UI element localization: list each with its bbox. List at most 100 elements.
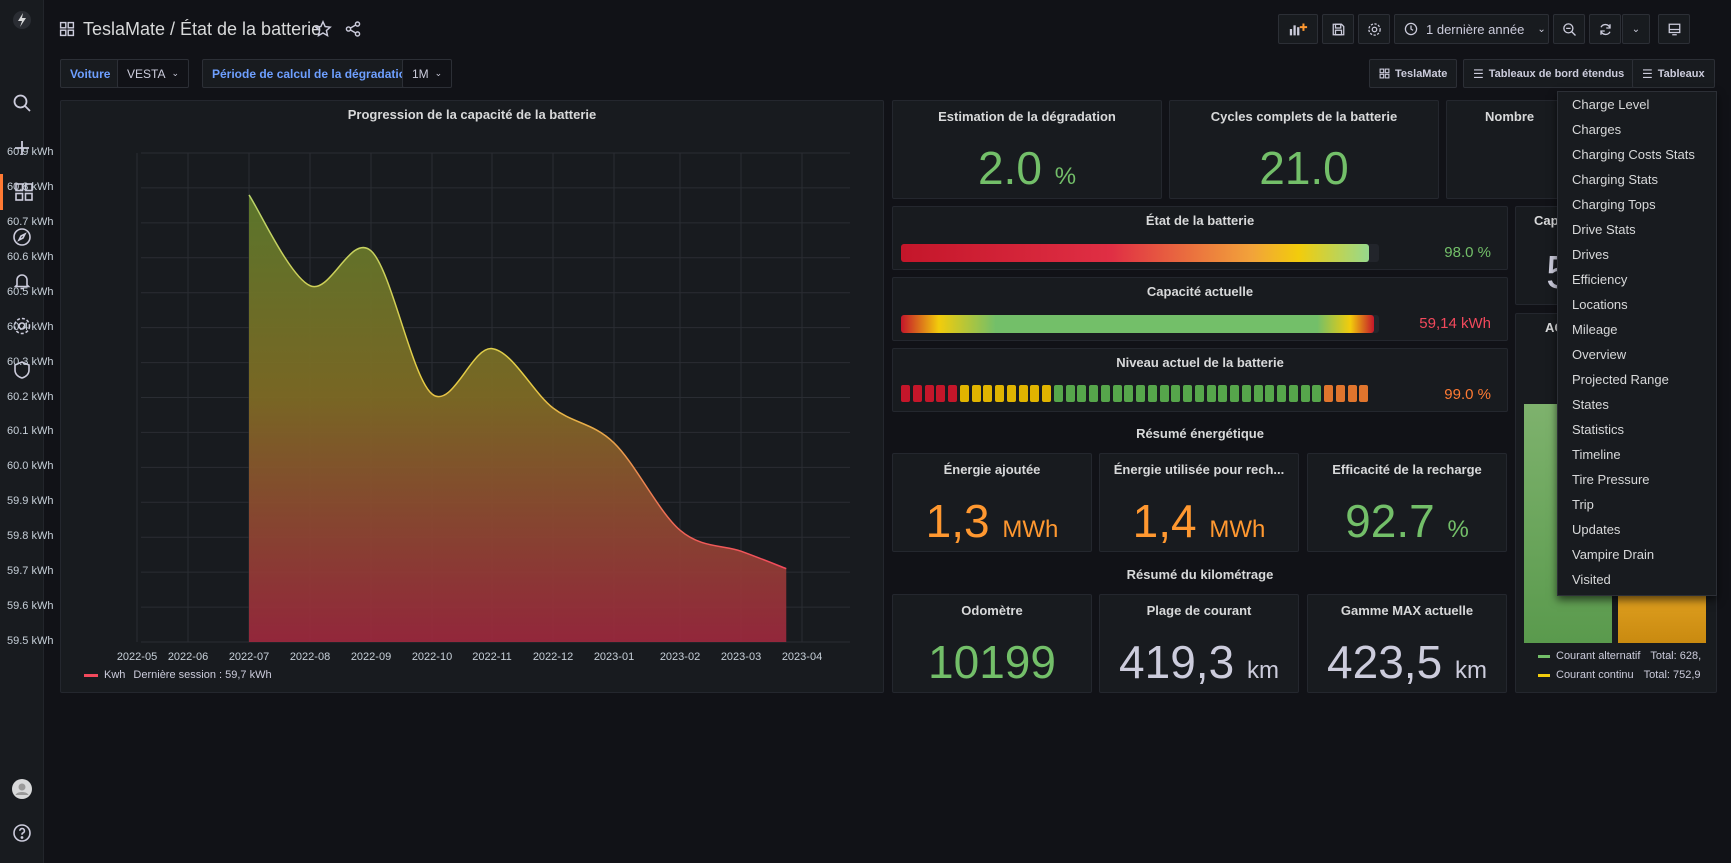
time-range-picker[interactable]: 1 dernière année ⌄ (1394, 14, 1549, 44)
odometre-panel: Odomètre 10199 (892, 594, 1092, 693)
panel-title[interactable]: Niveau actuel de la batterie (1116, 355, 1284, 370)
niveau-value: 99.0 % (1444, 386, 1491, 403)
chevron-down-icon: ⌄ (434, 68, 443, 78)
menu-item[interactable]: Overview (1572, 347, 1627, 362)
panel-title[interactable]: Plage de courant (1146, 603, 1252, 618)
link-tableaux[interactable]: ☰ Tableaux (1632, 59, 1715, 88)
settings-button[interactable] (1358, 14, 1390, 44)
chevron-down-icon: ⌄ (171, 68, 180, 78)
lcd-segment (1277, 385, 1286, 402)
panel-title[interactable]: Efficacité de la recharge (1332, 462, 1482, 477)
lcd-segment (1147, 385, 1157, 402)
sidebar (0, 0, 44, 863)
panel-title[interactable]: État de la batterie (1145, 213, 1255, 228)
refresh-interval-dropdown[interactable]: ⌄ (1622, 14, 1650, 44)
y-tick-label: 59.7 kWh (7, 565, 54, 578)
y-tick-label: 60.4 kWh (7, 320, 54, 333)
lcd-segment (912, 385, 922, 402)
dashboards-icon[interactable] (0, 174, 44, 210)
lcd-segment (1359, 385, 1369, 402)
panel-title[interactable]: Progression de la capacité de la batteri… (347, 107, 597, 122)
etat-panel: État de la batterie 98.0 % (892, 206, 1508, 270)
menu-item[interactable]: Timeline (1572, 447, 1621, 462)
save-button[interactable] (1322, 14, 1354, 44)
search-icon[interactable] (0, 85, 44, 121)
lcd-segment (1265, 385, 1275, 402)
ac-legend[interactable]: Courant alternatif Total: 628, (1538, 650, 1701, 662)
add-panel-button[interactable] (1278, 14, 1318, 44)
panel-title[interactable]: Énergie ajoutée (943, 462, 1041, 477)
menu-item[interactable]: States (1572, 397, 1609, 412)
panel-title[interactable]: Estimation de la dégradation (938, 109, 1116, 124)
section-km[interactable]: Résumé du kilométrage (1126, 567, 1274, 582)
link-tableaux-etendus[interactable]: ☰ Tableaux de bord étendus (1463, 59, 1635, 88)
bell-icon[interactable] (0, 263, 44, 299)
variable-select-voiture[interactable]: VESTA ⌄ (117, 59, 190, 88)
degradation-panel: Estimation de la dégradation 2.0 % (892, 100, 1162, 199)
page-title[interactable]: / État de la batterie (170, 19, 322, 39)
menu-item[interactable]: Efficiency (1572, 272, 1628, 287)
x-tick-label: 2022-11 (472, 651, 512, 663)
lcd-segment (1065, 385, 1075, 402)
menu-item[interactable]: Charging Tops (1572, 197, 1656, 212)
shield-icon[interactable] (0, 352, 44, 388)
lcd-segment (995, 385, 1004, 402)
link-teslamate[interactable]: TeslaMate (1369, 59, 1458, 88)
grid-icon (1379, 68, 1390, 79)
menu-item[interactable]: Drive Stats (1572, 222, 1636, 237)
panel-title[interactable]: Odomètre (961, 603, 1023, 618)
share-icon[interactable] (344, 20, 362, 43)
x-tick-label: 2023-03 (720, 651, 762, 663)
menu-item[interactable]: Trip (1572, 497, 1594, 512)
view-mode-button[interactable] (1658, 14, 1690, 44)
panel-title[interactable]: Nombre (1485, 109, 1535, 124)
avatar[interactable] (0, 771, 44, 807)
panel-title[interactable]: Cap (1534, 213, 1559, 228)
menu-item[interactable]: Charges (1572, 122, 1622, 137)
panel-title[interactable]: Gamme MAX actuelle (1340, 603, 1474, 618)
legend-total: Total: 628, (1650, 650, 1702, 662)
variable-select-periode[interactable]: 1M ⌄ (402, 59, 453, 88)
chart-panel: Progression de la capacité de la batteri… (60, 100, 884, 693)
gamme-max-value: 423,5 km (1327, 636, 1487, 688)
y-tick-label: 60.0 kWh (7, 460, 54, 473)
menu-item[interactable]: Vampire Drain (1572, 547, 1655, 562)
menu-item[interactable]: Visited (1572, 572, 1611, 587)
zoom-out-button[interactable] (1553, 14, 1585, 44)
gear-icon[interactable] (0, 308, 44, 344)
menu-item[interactable]: Charging Stats (1572, 172, 1658, 187)
menu-item[interactable]: Drives (1572, 247, 1609, 262)
menu-item[interactable]: Tire Pressure (1572, 472, 1650, 487)
lcd-segment (1112, 385, 1122, 402)
menu-item[interactable]: Locations (1572, 297, 1628, 312)
panel-title[interactable]: Cycles complets de la batterie (1210, 109, 1398, 124)
menu-item[interactable]: Statistics (1572, 422, 1625, 437)
star-icon[interactable] (314, 20, 332, 43)
panel-title[interactable]: Énergie utilisée pour rech... (1113, 462, 1285, 477)
compass-icon[interactable] (0, 219, 44, 255)
folder-title[interactable]: TeslaMate (83, 19, 166, 39)
menu-item[interactable]: Charge Level (1572, 97, 1650, 112)
help-icon[interactable] (0, 815, 44, 851)
lcd-segment (1006, 385, 1016, 402)
gamme-max-panel: Gamme MAX actuelle 423,5 km (1307, 594, 1507, 693)
section-energy[interactable]: Résumé énergétique (1136, 426, 1264, 441)
menu-item[interactable]: Charging Costs Stats (1572, 147, 1695, 162)
lcd-segment (1053, 385, 1063, 402)
menu-item[interactable]: Mileage (1572, 322, 1618, 337)
dc-legend[interactable]: Courant continu Total: 752,9 (1538, 669, 1701, 681)
plus-icon[interactable] (0, 130, 44, 166)
dc-bar[interactable] (1618, 593, 1706, 643)
grafana-logo-icon[interactable] (0, 2, 44, 38)
legend-last-value: Dernière session : 59,7 kWh (133, 669, 272, 681)
panel-title[interactable]: Capacité actuelle (1146, 284, 1254, 299)
capacite-panel: Capacité actuelle 59,14 kWh (892, 277, 1508, 341)
menu-item[interactable]: Projected Range (1572, 372, 1669, 387)
x-tick-label: 2022-10 (411, 651, 453, 663)
chart-legend[interactable]: Kwh Dernière session : 59,7 kWh (84, 669, 272, 681)
y-tick-label: 59.8 kWh (7, 530, 54, 543)
refresh-button[interactable] (1589, 14, 1621, 44)
capacite-value: 59,14 kWh (1419, 315, 1491, 332)
menu-item[interactable]: Updates (1572, 522, 1621, 537)
lcd-segment (1194, 385, 1204, 402)
